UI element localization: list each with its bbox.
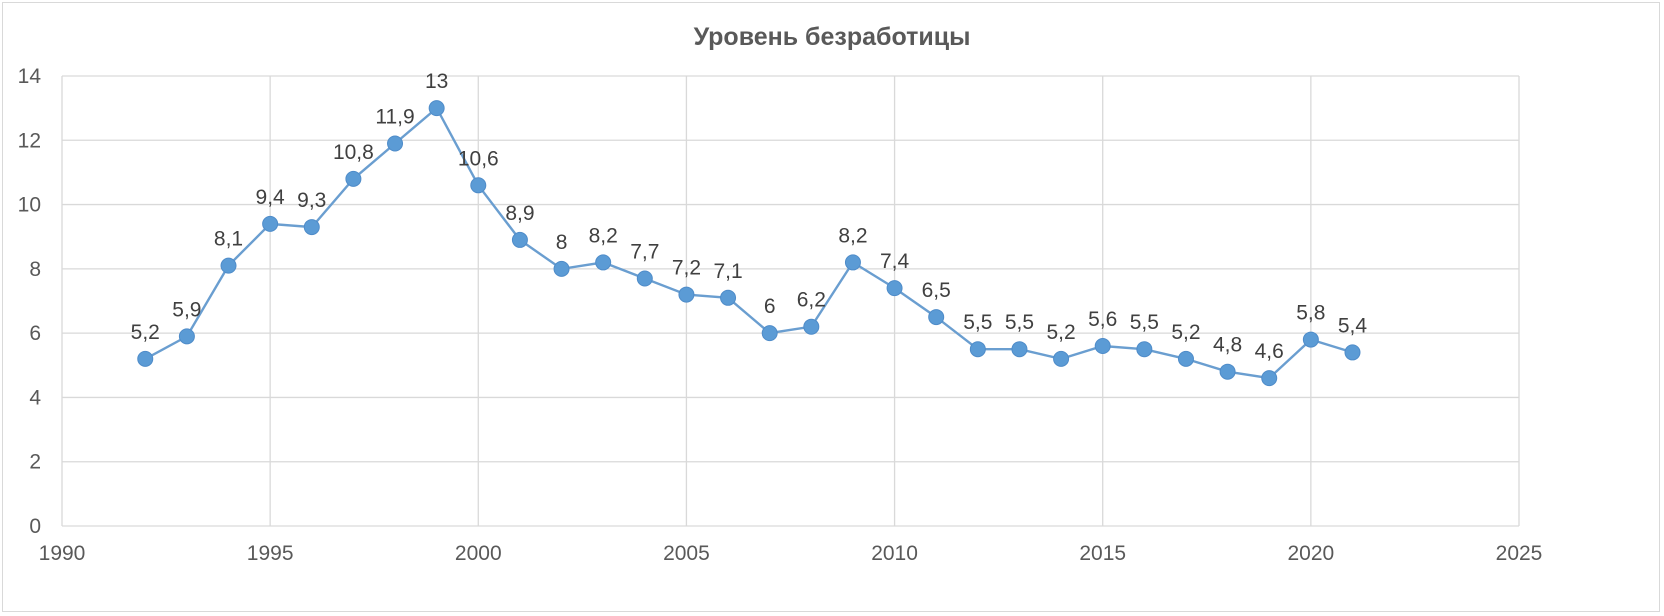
y-tick-label: 12: [18, 129, 41, 152]
data-label-layer: 5,2 5,9 8,1 9,4 9,3 10,811,9 13 10,6 8,9 8 8,2 7,7 7…: [131, 70, 1368, 363]
data-point: [1011, 341, 1028, 358]
series-layer: [137, 100, 1361, 387]
data-label: 7,1: [713, 260, 742, 283]
grid-layer: [61, 75, 1520, 527]
data-label: 10,6: [458, 147, 499, 170]
data-label: 8,9: [505, 202, 534, 225]
axis-labels: 0 2 4 6 8 10 12 14 1990 1995 2000 2005 2010 2015 2020 2…: [18, 65, 1543, 565]
data-label: 5,8: [1296, 302, 1325, 325]
data-point: [1053, 350, 1070, 367]
data-point: [803, 318, 820, 335]
data-label: 5,5: [1005, 311, 1034, 334]
data-point: [595, 254, 612, 271]
data-point: [844, 254, 861, 271]
y-tick-label: 10: [18, 194, 41, 217]
data-label: 8: [556, 231, 568, 254]
x-tick-label: 2000: [455, 542, 502, 565]
data-point: [428, 100, 445, 117]
x-tick-label: 1995: [247, 542, 294, 565]
data-point: [303, 219, 320, 236]
x-tick-label: 2005: [663, 542, 710, 565]
data-point: [636, 270, 653, 287]
data-point: [678, 286, 695, 303]
chart-title: Уровень безработицы: [694, 23, 971, 51]
data-label: 5,2: [1046, 321, 1075, 344]
y-tick-label: 8: [29, 258, 41, 281]
data-point: [220, 257, 237, 274]
x-tick-label: 1990: [39, 542, 86, 565]
data-point: [928, 309, 945, 326]
x-tick-label: 2010: [871, 542, 918, 565]
data-point: [387, 135, 404, 152]
data-point: [178, 328, 195, 345]
data-point: [969, 341, 986, 358]
data-label: 10,8: [333, 141, 374, 164]
data-label: 5,2: [1171, 321, 1200, 344]
data-label: 9,4: [256, 186, 286, 209]
data-point: [1094, 338, 1111, 354]
data-point: [1136, 341, 1153, 358]
y-tick-label: 0: [29, 515, 41, 538]
data-label: 11,9: [375, 106, 414, 129]
x-tick-label: 2015: [1079, 542, 1126, 565]
data-label: 8,1: [214, 228, 243, 251]
data-label: 6,2: [797, 289, 826, 312]
data-point: [511, 231, 528, 248]
data-label: 5,2: [131, 321, 160, 344]
data-label: 5,6: [1088, 308, 1117, 331]
data-label: 7,4: [880, 250, 910, 273]
data-label: 5,4: [1338, 314, 1368, 337]
data-point: [1261, 370, 1278, 387]
y-tick-label: 6: [29, 322, 41, 345]
data-label: 5,5: [963, 311, 992, 334]
data-point: [720, 289, 737, 306]
data-point: [553, 260, 570, 277]
x-tick-label: 2020: [1287, 542, 1334, 565]
data-label: 8,2: [838, 224, 867, 247]
data-point: [761, 325, 778, 342]
data-label: 4,8: [1213, 334, 1242, 357]
data-point: [1177, 350, 1194, 367]
x-tick-label: 2025: [1496, 542, 1543, 565]
data-label: 8,2: [589, 224, 618, 247]
data-point: [470, 177, 487, 194]
data-point: [137, 350, 154, 367]
data-point: [886, 280, 903, 297]
data-label: 7,2: [672, 257, 701, 280]
data-label: 9,3: [297, 189, 326, 212]
y-tick-label: 14: [18, 65, 42, 88]
unemployment-chart: Уровень безработицы 0 2 4 6 8 10 12 14 1990 1995 2…: [18, 23, 1543, 565]
data-label: 5,5: [1130, 311, 1159, 334]
y-tick-label: 4: [29, 386, 41, 409]
data-point: [1219, 363, 1236, 380]
data-label: 5,9: [172, 298, 201, 321]
data-point: [345, 170, 362, 187]
data-label: 7,7: [630, 241, 659, 264]
y-tick-label: 2: [29, 451, 41, 474]
data-label: 13: [425, 70, 448, 93]
data-point: [1344, 344, 1361, 361]
data-label: 4,6: [1255, 340, 1284, 363]
data-point: [1302, 331, 1319, 348]
data-label: 6: [764, 295, 776, 318]
data-label: 6,5: [922, 279, 951, 302]
data-point: [262, 215, 279, 232]
